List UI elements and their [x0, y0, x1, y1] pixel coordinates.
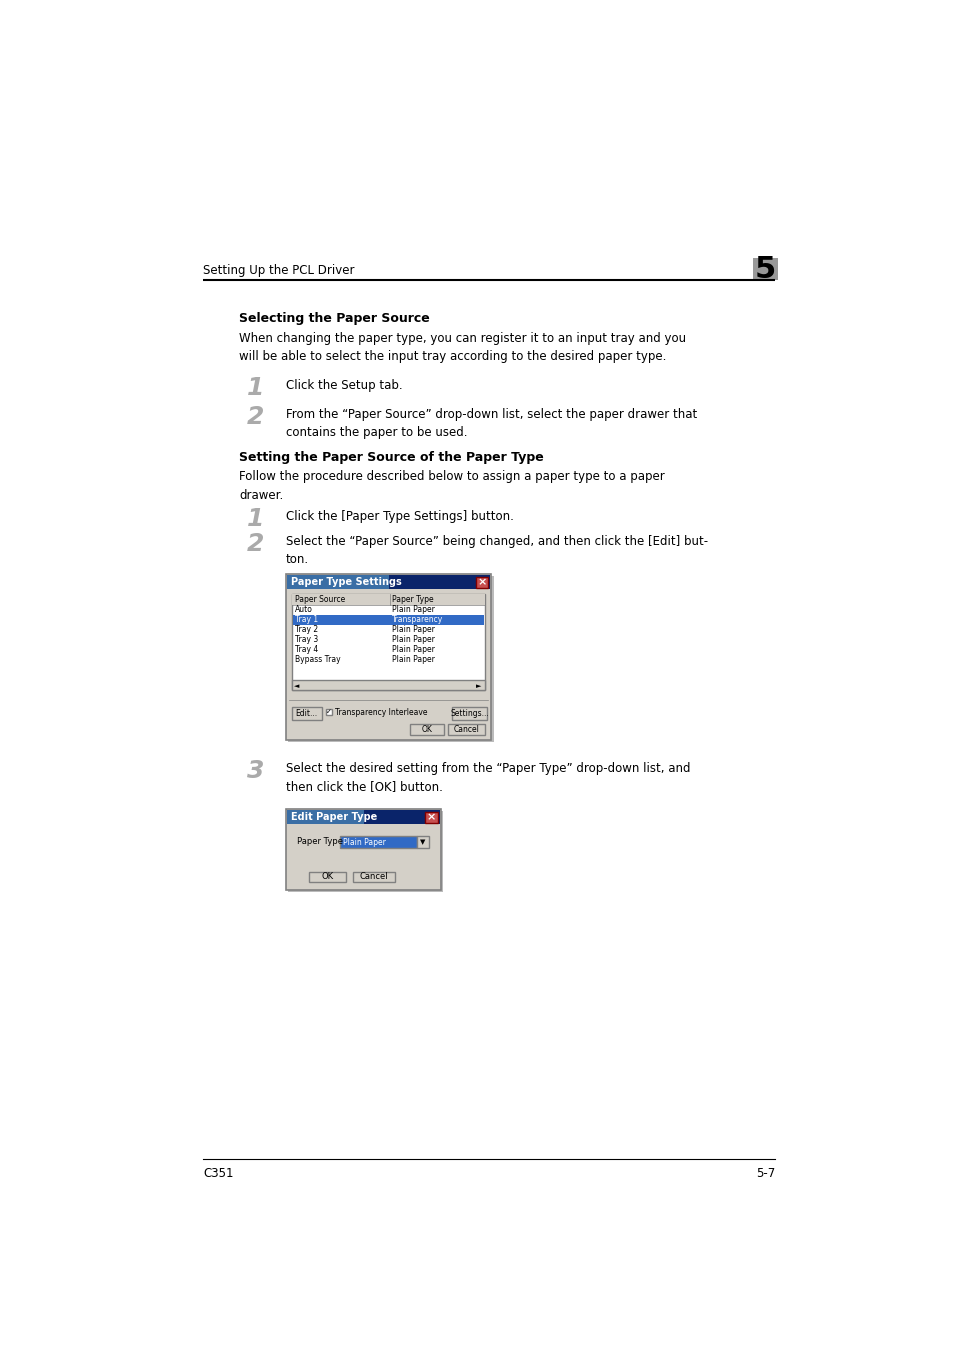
Text: Plain Paper: Plain Paper [392, 644, 435, 654]
Text: Tray 2: Tray 2 [294, 626, 318, 634]
Text: Follow the procedure described below to assign a paper type to a paper
drawer.: Follow the procedure described below to … [239, 470, 664, 501]
Text: Paper Source: Paper Source [294, 594, 345, 604]
FancyBboxPatch shape [292, 594, 484, 690]
Text: ▼: ▼ [420, 839, 425, 844]
Text: Transparency Interleave: Transparency Interleave [335, 708, 428, 717]
Text: Plain Paper: Plain Paper [392, 605, 435, 613]
Text: ◄: ◄ [294, 682, 299, 689]
Text: From the “Paper Source” drop-down list, select the paper drawer that
contains th: From the “Paper Source” drop-down list, … [286, 408, 697, 439]
FancyBboxPatch shape [288, 577, 493, 742]
Text: OK: OK [421, 725, 432, 734]
Text: Click the [Paper Type Settings] button.: Click the [Paper Type Settings] button. [286, 511, 514, 523]
FancyBboxPatch shape [292, 708, 321, 720]
Text: Select the desired setting from the “Paper Type” drop-down list, and
then click : Select the desired setting from the “Pap… [286, 762, 690, 793]
Text: Plain Paper: Plain Paper [343, 838, 386, 847]
FancyBboxPatch shape [309, 871, 346, 882]
Text: Bypass Tray: Bypass Tray [294, 655, 340, 665]
Text: ×: × [426, 812, 436, 823]
Text: Setting Up the PCL Driver: Setting Up the PCL Driver [203, 265, 355, 277]
FancyBboxPatch shape [286, 809, 439, 824]
FancyBboxPatch shape [286, 574, 389, 589]
Text: Cancel: Cancel [453, 725, 479, 734]
FancyBboxPatch shape [326, 709, 332, 715]
Text: Tray 4: Tray 4 [294, 644, 318, 654]
Text: 5-7: 5-7 [755, 1167, 774, 1179]
Text: Auto: Auto [294, 605, 313, 613]
FancyBboxPatch shape [292, 681, 484, 690]
Text: Transparency: Transparency [392, 615, 443, 624]
Text: Paper Type: Paper Type [392, 594, 434, 604]
Text: Selecting the Paper Source: Selecting the Paper Source [239, 312, 430, 326]
Text: Cancel: Cancel [358, 873, 387, 881]
Text: 2: 2 [247, 405, 264, 428]
FancyBboxPatch shape [286, 809, 364, 824]
FancyBboxPatch shape [353, 871, 395, 882]
Text: 2: 2 [247, 532, 264, 555]
Text: Plain Paper: Plain Paper [392, 655, 435, 665]
Text: Setting the Paper Source of the Paper Type: Setting the Paper Source of the Paper Ty… [239, 451, 543, 463]
Text: 1: 1 [247, 376, 264, 400]
FancyBboxPatch shape [447, 724, 484, 735]
Text: Plain Paper: Plain Paper [392, 635, 435, 644]
Text: Tray 3: Tray 3 [294, 635, 318, 644]
FancyBboxPatch shape [416, 836, 429, 848]
Text: 3: 3 [247, 759, 264, 782]
FancyBboxPatch shape [286, 809, 440, 890]
Text: Tray 1: Tray 1 [294, 615, 318, 624]
Text: Edit...: Edit... [295, 709, 317, 717]
Text: Plain Paper: Plain Paper [392, 626, 435, 634]
FancyBboxPatch shape [425, 812, 437, 823]
FancyBboxPatch shape [410, 724, 443, 735]
Text: ✓: ✓ [326, 709, 332, 715]
Text: 5: 5 [754, 254, 776, 284]
Text: Paper Type Settings: Paper Type Settings [291, 577, 401, 586]
FancyBboxPatch shape [340, 836, 416, 848]
Text: Select the “Paper Source” being changed, and then click the [Edit] but-
ton.: Select the “Paper Source” being changed,… [286, 535, 707, 566]
FancyBboxPatch shape [286, 574, 491, 739]
FancyBboxPatch shape [286, 574, 490, 589]
FancyBboxPatch shape [753, 258, 778, 280]
FancyBboxPatch shape [293, 615, 484, 626]
Text: OK: OK [321, 873, 334, 881]
Text: C351: C351 [203, 1167, 233, 1179]
Text: Click the Setup tab.: Click the Setup tab. [286, 380, 402, 392]
Text: ►: ► [476, 682, 481, 689]
Text: Settings...: Settings... [450, 709, 488, 717]
Text: Paper Type: Paper Type [296, 836, 342, 846]
Text: 1: 1 [247, 507, 264, 531]
Text: ×: × [476, 577, 486, 588]
FancyBboxPatch shape [288, 811, 443, 892]
Text: When changing the paper type, you can register it to an input tray and you
will : When changing the paper type, you can re… [239, 331, 686, 363]
FancyBboxPatch shape [476, 577, 488, 588]
FancyBboxPatch shape [292, 594, 484, 605]
FancyBboxPatch shape [452, 708, 486, 720]
Text: Edit Paper Type: Edit Paper Type [291, 812, 376, 821]
